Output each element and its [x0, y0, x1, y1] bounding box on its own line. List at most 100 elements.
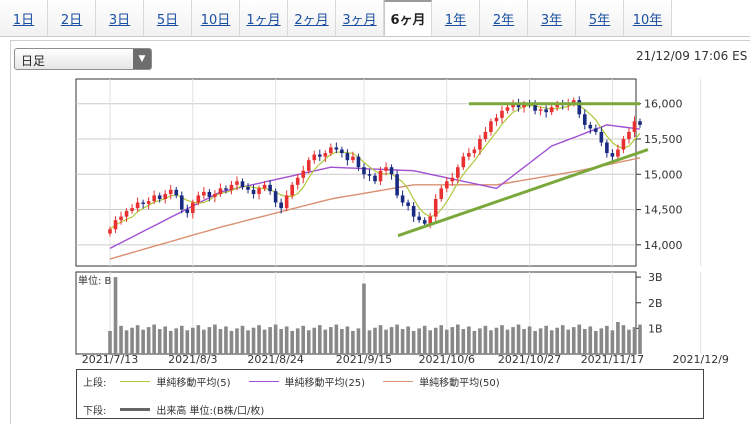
legend-upper-row: 上段: 単純移動平均(5) 単純移動平均(25) 単純移動平均(50) — [83, 374, 518, 389]
volume-bar — [605, 325, 609, 354]
candle-body — [461, 156, 466, 168]
candle-body — [202, 191, 206, 196]
volume-bar — [555, 327, 559, 354]
candle-body — [378, 170, 383, 182]
candle-body — [290, 184, 294, 196]
volume-bar — [632, 327, 637, 354]
tab-7[interactable]: 3ヶ月 — [336, 0, 384, 36]
volume-bar — [594, 330, 598, 354]
candle-body — [610, 153, 615, 157]
candle-body — [312, 154, 317, 161]
tab-11[interactable]: 3年 — [528, 0, 576, 36]
legend-ma50: 単純移動平均(50) — [383, 374, 500, 389]
volume-bar — [599, 328, 604, 354]
volume-bar — [389, 327, 394, 354]
volume-bar — [290, 330, 294, 354]
price-tick-label: 15,500 — [644, 133, 683, 146]
volume-bar — [549, 330, 554, 354]
legend-ma50-label: 単純移動平均(50) — [419, 378, 500, 389]
period-select-value: 日足 — [21, 54, 46, 68]
tab-5[interactable]: 1ヶ月 — [240, 0, 288, 36]
volume-bar — [489, 330, 493, 354]
candle-body — [174, 189, 179, 196]
tab-0[interactable]: 1日 — [0, 0, 48, 36]
candle-body — [483, 131, 488, 139]
volume-bar — [174, 328, 179, 354]
volume-bar — [213, 324, 217, 354]
candle-body — [632, 121, 637, 132]
candle-body — [422, 220, 427, 224]
candle-body — [456, 167, 460, 178]
candle-body — [362, 167, 366, 175]
candle-body — [246, 186, 250, 190]
volume-bar — [467, 326, 471, 354]
candle-body — [544, 109, 548, 113]
volume-bar — [439, 325, 444, 354]
candle-body — [384, 167, 388, 171]
volume-bar — [621, 325, 626, 354]
candle-body — [317, 154, 322, 157]
volume-bar — [179, 325, 184, 354]
volume-bar — [494, 327, 499, 354]
volume-bar — [168, 330, 173, 354]
candle-body — [406, 202, 410, 207]
volume-bar — [571, 327, 576, 354]
candle-body — [157, 195, 162, 199]
x-tick-label: 2021/11/17 — [581, 353, 644, 366]
volume-tick-label: 1B — [648, 322, 663, 335]
volume-bar — [638, 324, 642, 354]
candle-body — [257, 188, 261, 195]
candle-body — [494, 117, 499, 122]
volume-bar — [516, 324, 521, 354]
period-select[interactable]: 日足 ▼ — [14, 48, 152, 70]
candle-body — [511, 103, 515, 108]
candle-body — [279, 202, 283, 209]
volume-bar — [411, 330, 416, 354]
volume-bar — [478, 328, 482, 354]
legend: 上段: 単純移動平均(5) 単純移動平均(25) 単純移動平均(50) 下段: … — [76, 369, 704, 419]
candle-body — [439, 188, 444, 199]
candle-body — [433, 198, 438, 217]
tab-1[interactable]: 2日 — [48, 0, 96, 36]
tab-12[interactable]: 5年 — [576, 0, 624, 36]
volume-bar — [444, 329, 449, 354]
volume-bar — [229, 330, 234, 354]
candle-body — [119, 216, 123, 221]
volume-bar — [119, 325, 123, 354]
tab-10[interactable]: 2年 — [480, 0, 528, 36]
volume-bar — [433, 327, 438, 354]
candle-body — [450, 177, 455, 182]
candle-body — [411, 206, 416, 217]
volume-bar — [163, 326, 168, 354]
candle-body — [478, 138, 482, 150]
candle-body — [638, 121, 642, 125]
volume-bar — [135, 325, 140, 354]
candle-body — [191, 202, 195, 214]
candle-body — [306, 160, 311, 171]
volume-bar — [362, 283, 366, 354]
volume-bar — [417, 328, 421, 354]
volume-bar — [577, 324, 582, 354]
candle-body — [345, 153, 350, 161]
candle-body — [185, 209, 190, 214]
tab-6[interactable]: 2ヶ月 — [288, 0, 336, 36]
volume-bar — [505, 329, 510, 354]
volume-bar — [373, 327, 377, 354]
volume-bar — [202, 329, 206, 354]
x-tick-label: 2021/12/9 — [673, 353, 729, 366]
price-tick-label: 14,000 — [644, 239, 683, 252]
tab-3[interactable]: 5日 — [144, 0, 192, 36]
volume-bar — [395, 324, 399, 354]
candle-body — [627, 131, 631, 139]
tab-9[interactable]: 1年 — [432, 0, 480, 36]
volume-bar — [384, 329, 388, 354]
candle-body — [218, 188, 223, 195]
tab-8[interactable]: 6ヶ月 — [384, 0, 432, 36]
candle-body — [340, 149, 344, 154]
tab-13[interactable]: 10年 — [624, 0, 672, 36]
tab-4[interactable]: 10日 — [192, 0, 240, 36]
tab-2[interactable]: 3日 — [96, 0, 144, 36]
price-tick-label: 16,000 — [644, 98, 683, 111]
candle-body — [301, 170, 306, 178]
legend-ma5-label: 単純移動平均(5) — [156, 378, 231, 389]
